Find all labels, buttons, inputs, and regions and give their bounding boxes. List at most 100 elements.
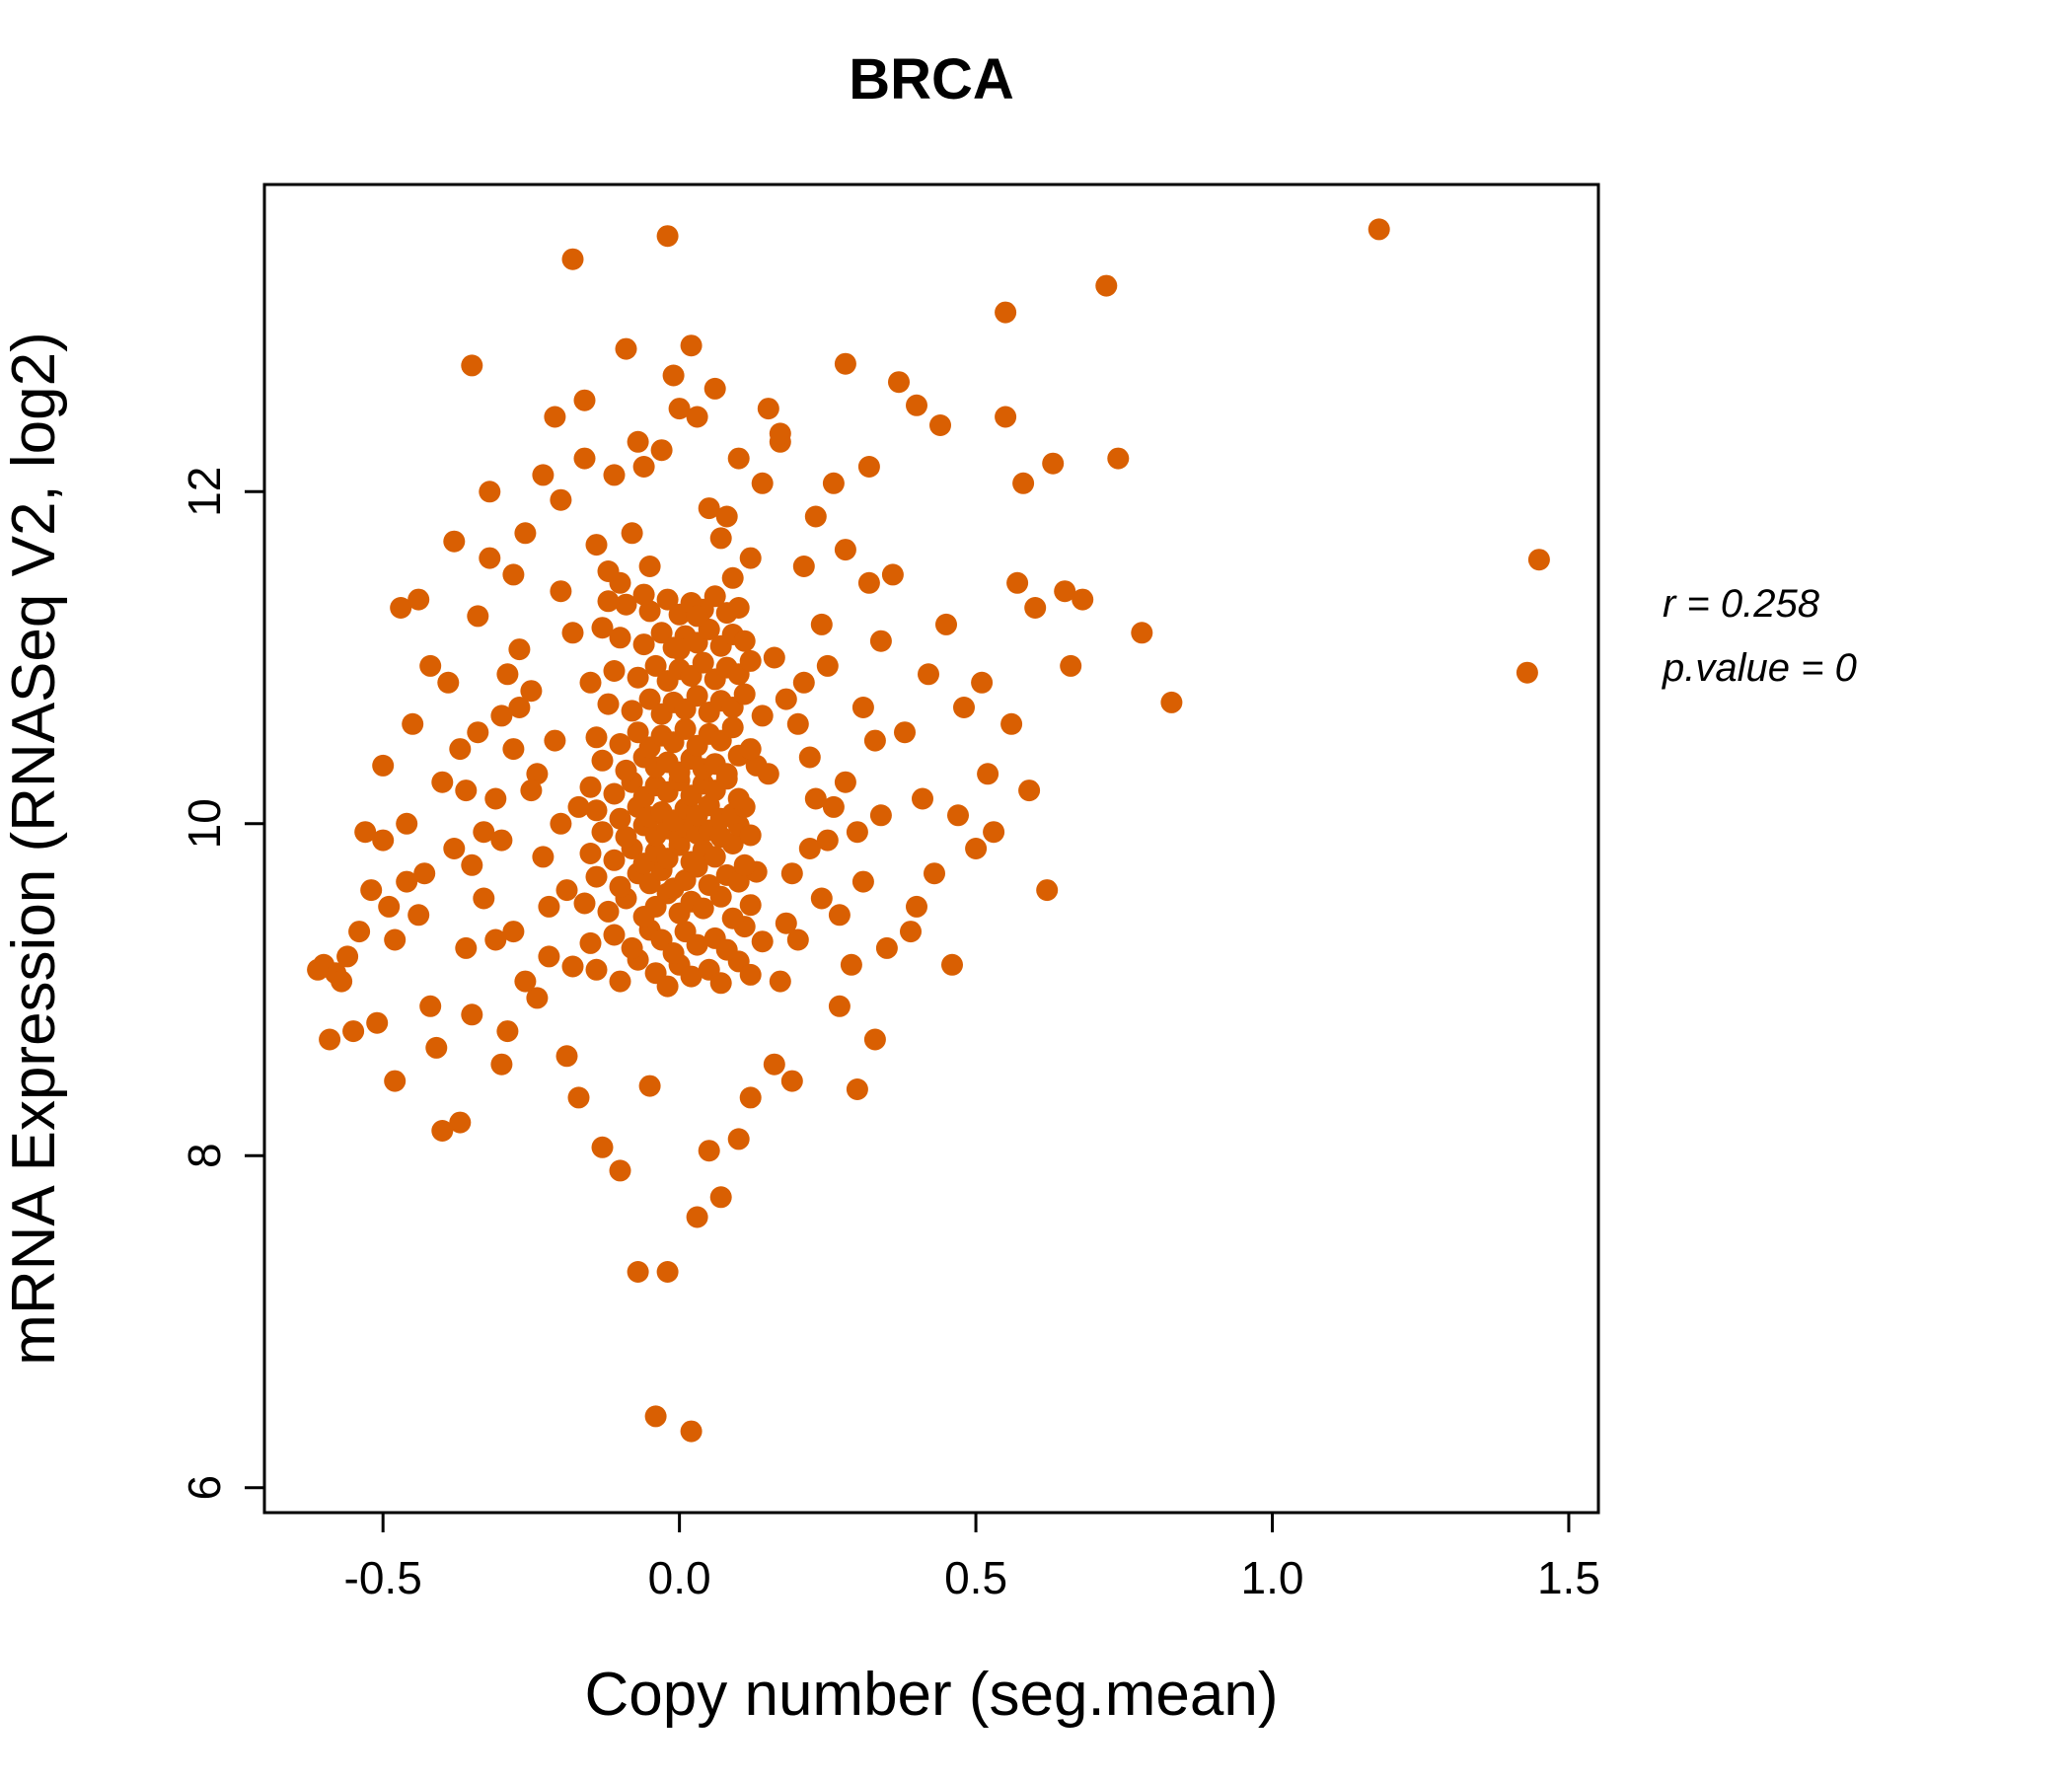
data-point bbox=[983, 821, 1005, 844]
data-point bbox=[668, 638, 691, 661]
data-point bbox=[698, 497, 720, 520]
y-tick-label: 12 bbox=[179, 467, 230, 517]
data-point bbox=[851, 870, 874, 893]
data-point bbox=[621, 522, 643, 545]
data-point bbox=[769, 970, 791, 993]
data-point bbox=[857, 456, 880, 478]
data-point bbox=[686, 605, 708, 628]
data-point bbox=[686, 933, 708, 956]
data-point bbox=[869, 804, 892, 827]
data-point bbox=[573, 389, 596, 411]
plot-border bbox=[262, 183, 1600, 1515]
data-point bbox=[520, 779, 543, 802]
data-point bbox=[591, 749, 614, 772]
data-point bbox=[846, 821, 868, 844]
data-point bbox=[431, 771, 454, 793]
data-point bbox=[396, 870, 418, 893]
data-point bbox=[449, 1111, 472, 1134]
data-point bbox=[846, 1078, 868, 1100]
data-point bbox=[692, 897, 714, 920]
y-axis-label: mRNA Expression (RNASeq V2, log2) bbox=[0, 332, 68, 1366]
data-point bbox=[331, 970, 353, 993]
data-point bbox=[538, 895, 560, 918]
data-point bbox=[473, 821, 495, 844]
data-point bbox=[822, 795, 845, 818]
data-point bbox=[550, 488, 572, 511]
data-point bbox=[638, 556, 661, 577]
data-point bbox=[526, 987, 549, 1009]
data-point bbox=[319, 1028, 341, 1051]
data-point bbox=[715, 763, 738, 785]
data-point bbox=[924, 862, 945, 885]
data-point bbox=[786, 712, 809, 735]
data-point bbox=[544, 406, 566, 428]
x-axis: -0.5 0.0 0.5 1.0 1.5 bbox=[344, 1513, 1600, 1603]
data-point bbox=[585, 958, 608, 981]
data-point bbox=[757, 398, 779, 420]
data-point bbox=[1012, 472, 1035, 494]
data-point bbox=[822, 472, 845, 494]
data-point bbox=[508, 638, 531, 661]
data-point bbox=[810, 613, 833, 635]
data-point bbox=[786, 928, 809, 951]
data-point bbox=[727, 597, 750, 619]
data-point bbox=[603, 464, 626, 486]
data-point bbox=[567, 1086, 590, 1109]
data-point bbox=[561, 248, 584, 270]
data-point bbox=[918, 663, 939, 686]
data-point bbox=[674, 717, 697, 740]
data-point bbox=[929, 414, 951, 436]
data-point bbox=[804, 505, 827, 528]
data-point bbox=[656, 975, 679, 998]
data-point bbox=[532, 464, 555, 486]
data-point bbox=[727, 870, 750, 893]
data-point bbox=[888, 371, 910, 394]
data-point bbox=[668, 398, 691, 420]
data-point bbox=[715, 938, 738, 961]
data-point bbox=[597, 560, 620, 582]
data-point bbox=[644, 1405, 667, 1428]
data-point bbox=[1060, 654, 1082, 677]
data-point bbox=[715, 505, 738, 528]
data-point bbox=[1368, 218, 1390, 241]
data-point bbox=[354, 821, 377, 844]
correlation-annotation: r = 0.258 bbox=[1663, 582, 1820, 626]
data-point bbox=[621, 700, 643, 722]
data-point bbox=[662, 364, 685, 387]
data-point bbox=[573, 892, 596, 915]
data-point bbox=[703, 377, 726, 400]
data-point bbox=[615, 759, 637, 781]
data-point bbox=[538, 945, 560, 968]
data-point bbox=[348, 921, 371, 943]
data-point bbox=[828, 995, 851, 1017]
data-point bbox=[342, 1020, 365, 1043]
data-point bbox=[763, 646, 785, 669]
data-point bbox=[816, 654, 839, 677]
data-point bbox=[609, 970, 631, 993]
data-point bbox=[680, 965, 703, 988]
data-point bbox=[894, 721, 916, 744]
data-point bbox=[912, 787, 933, 810]
data-point bbox=[698, 1140, 720, 1162]
data-point bbox=[609, 627, 631, 649]
data-point bbox=[1036, 879, 1059, 902]
data-point bbox=[698, 874, 720, 896]
data-point bbox=[502, 738, 525, 761]
data-point bbox=[484, 787, 507, 810]
data-point bbox=[419, 654, 442, 677]
data-point bbox=[461, 853, 483, 876]
data-point bbox=[627, 666, 649, 689]
data-point bbox=[336, 945, 359, 968]
data-point bbox=[384, 928, 407, 951]
data-point bbox=[597, 900, 620, 923]
data-points bbox=[307, 218, 1550, 1443]
data-point bbox=[431, 1120, 454, 1142]
data-point bbox=[733, 630, 756, 652]
data-point bbox=[875, 936, 898, 959]
data-point bbox=[407, 588, 430, 611]
data-point bbox=[739, 738, 762, 761]
data-point bbox=[739, 963, 762, 986]
data-point bbox=[473, 887, 495, 910]
data-point bbox=[977, 763, 999, 785]
data-point bbox=[467, 721, 489, 744]
